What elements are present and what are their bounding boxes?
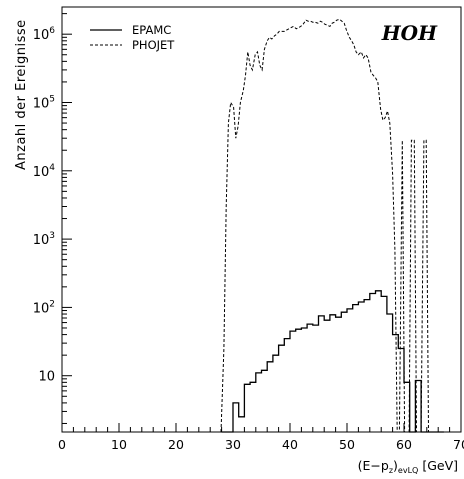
x-tick-label: 70 [453, 437, 464, 452]
y-tick-label: 106 [33, 26, 56, 43]
x-ticks: 0 10 20 30 40 50 60 70 [58, 423, 464, 452]
y-axis-label: Anzahl der Ereignisse [14, 19, 29, 170]
x-tick-label: 40 [282, 437, 298, 452]
series-line-phojet [220, 18, 436, 433]
y-tick-label: 102 [33, 299, 55, 316]
y-tick-label: 104 [33, 163, 56, 180]
x-tick-label: 10 [111, 437, 127, 452]
series-line-epamc [221, 290, 444, 433]
y-tick-label: 10 [38, 370, 55, 385]
x-axis-label: (E−pz)evLQ [GeV] [358, 458, 458, 475]
chart-title: HOH [381, 21, 438, 45]
y-tick-label: 103 [33, 231, 55, 248]
series-group [220, 18, 444, 433]
x-tick-label: 30 [225, 437, 241, 452]
y-tick-label: 105 [33, 94, 55, 111]
x-tick-label: 20 [168, 437, 184, 452]
x-tick-label: 60 [396, 437, 412, 452]
legend-label-epamc: EPAMC [132, 23, 171, 37]
legend: EPAMC PHOJET [90, 23, 175, 52]
y-ticks: 10 102 103 104 105 106 [33, 13, 72, 424]
legend-label-phojet: PHOJET [132, 38, 175, 52]
plot-frame [61, 6, 462, 433]
x-tick-label: 50 [339, 437, 355, 452]
x-tick-label: 0 [58, 437, 66, 452]
